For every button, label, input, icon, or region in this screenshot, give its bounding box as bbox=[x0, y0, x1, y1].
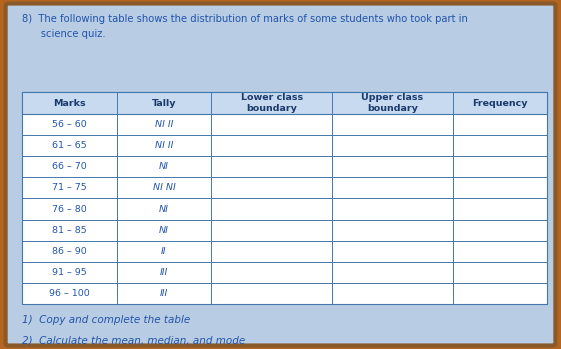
Text: 8)  The following table shows the distribution of marks of some students who too: 8) The following table shows the distrib… bbox=[22, 14, 468, 38]
Bar bbox=[22, 92, 547, 304]
Text: 56 – 60: 56 – 60 bbox=[52, 120, 87, 129]
Text: NI: NI bbox=[159, 205, 169, 214]
Text: 91 – 95: 91 – 95 bbox=[52, 268, 87, 277]
Text: Lower class
boundary: Lower class boundary bbox=[241, 93, 302, 113]
Text: 76 – 80: 76 – 80 bbox=[52, 205, 87, 214]
Text: 96 – 100: 96 – 100 bbox=[49, 289, 90, 298]
Text: Marks: Marks bbox=[53, 98, 86, 107]
Text: 1)  Copy and complete the table: 1) Copy and complete the table bbox=[22, 315, 190, 325]
FancyBboxPatch shape bbox=[6, 3, 555, 346]
Text: Frequency: Frequency bbox=[472, 98, 527, 107]
Text: 61 – 65: 61 – 65 bbox=[52, 141, 87, 150]
Text: NI NI: NI NI bbox=[153, 183, 176, 192]
Text: NI: NI bbox=[159, 162, 169, 171]
Text: 71 – 75: 71 – 75 bbox=[52, 183, 87, 192]
Text: Tally: Tally bbox=[151, 98, 176, 107]
Text: NI II: NI II bbox=[155, 120, 173, 129]
Text: 66 – 70: 66 – 70 bbox=[52, 162, 87, 171]
Bar bbox=[22, 92, 547, 114]
Text: III: III bbox=[160, 289, 168, 298]
Text: Upper class
boundary: Upper class boundary bbox=[361, 93, 424, 113]
Text: 2)  Calculate the mean, median, and mode: 2) Calculate the mean, median, and mode bbox=[22, 335, 245, 345]
Text: 81 – 85: 81 – 85 bbox=[52, 226, 87, 235]
Text: III: III bbox=[160, 268, 168, 277]
Text: NI II: NI II bbox=[155, 141, 173, 150]
Text: NI: NI bbox=[159, 226, 169, 235]
Text: II: II bbox=[161, 247, 167, 256]
Text: 86 – 90: 86 – 90 bbox=[52, 247, 87, 256]
